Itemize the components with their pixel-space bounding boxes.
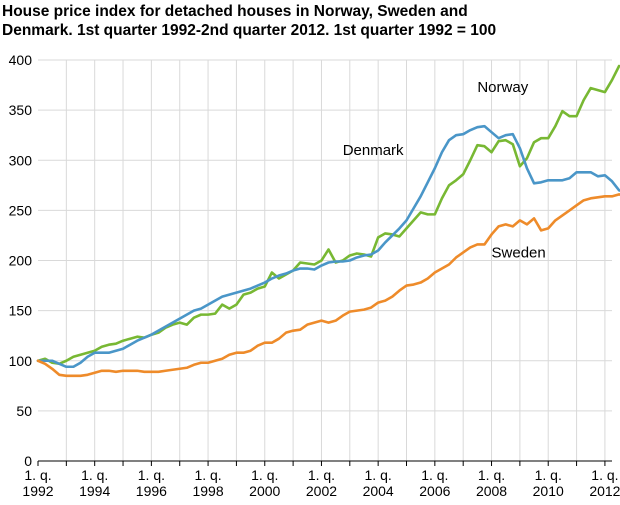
series-line-norway bbox=[36, 64, 620, 366]
series-line-denmark bbox=[36, 124, 620, 369]
x-tick-label-year: 2000 bbox=[249, 483, 280, 499]
x-tick-label-quarter: 1. q. bbox=[591, 467, 618, 483]
x-tick-label-quarter: 1. q. bbox=[421, 467, 448, 483]
y-tick-label: 50 bbox=[16, 403, 32, 419]
x-tick-label-quarter: 1. q. bbox=[478, 467, 505, 483]
series-label-norway: Norway bbox=[477, 79, 528, 96]
x-tick-label-year: 1998 bbox=[192, 483, 223, 499]
x-tick-label-year: 2010 bbox=[533, 483, 564, 499]
y-tick-label: 200 bbox=[9, 253, 33, 269]
x-tick-label: 1. q. 1992 bbox=[22, 467, 53, 499]
chart-title: House price index for detached houses in… bbox=[2, 2, 614, 40]
x-tick-label-year: 2008 bbox=[476, 483, 507, 499]
x-tick-label-quarter: 1. q. bbox=[308, 467, 335, 483]
x-tick-label-quarter: 1. q. bbox=[194, 467, 221, 483]
x-tick-label-year: 2012 bbox=[589, 483, 620, 499]
y-tick-label: 350 bbox=[9, 102, 33, 118]
x-tick-label: 1. q. 1996 bbox=[136, 467, 167, 499]
y-tick-label: 250 bbox=[9, 202, 33, 218]
y-tick-label: 100 bbox=[9, 353, 33, 369]
x-tick-label-year: 1994 bbox=[79, 483, 110, 499]
series-label-denmark: Denmark bbox=[343, 142, 404, 159]
x-tick-label: 1. q. 2010 bbox=[533, 467, 564, 499]
series-label-sweden: Sweden bbox=[492, 244, 546, 261]
x-tick-label-quarter: 1. q. bbox=[535, 467, 562, 483]
x-tick-label: 1. q. 2002 bbox=[306, 467, 337, 499]
series-layer bbox=[36, 64, 620, 378]
x-tick-label: 1. q. 1994 bbox=[79, 467, 110, 499]
x-tick-label-year: 2004 bbox=[363, 483, 394, 499]
x-tick-label: 1. q. 1998 bbox=[192, 467, 223, 499]
y-tick-label: 300 bbox=[9, 152, 33, 168]
x-tick-label-quarter: 1. q. bbox=[365, 467, 392, 483]
x-tick-label-year: 1992 bbox=[22, 483, 53, 499]
x-tick-label-quarter: 1. q. bbox=[24, 467, 51, 483]
y-tick-label: 400 bbox=[9, 52, 33, 68]
x-tick-label-quarter: 1. q. bbox=[251, 467, 278, 483]
x-tick-label-year: 2002 bbox=[306, 483, 337, 499]
y-tick-label: 0 bbox=[24, 453, 32, 469]
x-tick-label: 1. q. 2000 bbox=[249, 467, 280, 499]
x-tick-label: 1. q. 2004 bbox=[363, 467, 394, 499]
label-layer: Norway Denmark Sweden bbox=[343, 79, 546, 261]
chart-title-line-1: House price index for detached houses in… bbox=[2, 3, 468, 20]
x-tick-label-quarter: 1. q. bbox=[81, 467, 108, 483]
x-tick-label-year: 2006 bbox=[419, 483, 450, 499]
x-tick-label-year: 1996 bbox=[136, 483, 167, 499]
series-line-sweden bbox=[36, 193, 620, 378]
x-tick-label: 1. q. 2006 bbox=[419, 467, 450, 499]
x-tick-label-quarter: 1. q. bbox=[138, 467, 165, 483]
y-tick-label: 150 bbox=[9, 303, 33, 319]
x-tick-label: 1. q. 2012 bbox=[589, 467, 620, 499]
x-tick-label: 1. q. 2008 bbox=[476, 467, 507, 499]
chart-title-line-2: Denmark. 1st quarter 1992-2nd quarter 20… bbox=[2, 22, 497, 39]
